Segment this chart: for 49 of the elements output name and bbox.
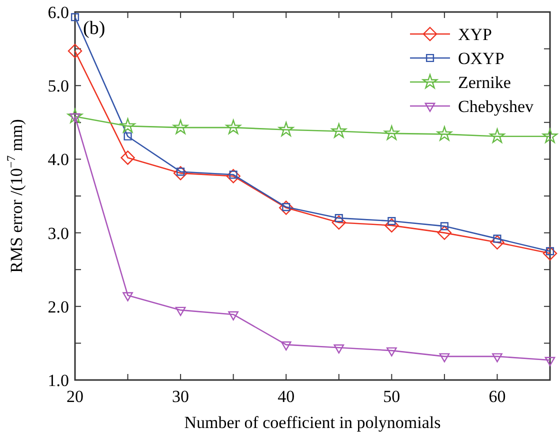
point <box>437 226 452 240</box>
point <box>386 347 397 356</box>
point <box>68 44 82 58</box>
point <box>67 108 83 124</box>
x-tick-label: 50 <box>383 387 400 406</box>
point <box>331 123 346 138</box>
point <box>542 128 558 143</box>
point <box>334 344 344 354</box>
y-tick-label: 1.0 <box>48 371 69 390</box>
x-tick-label: 40 <box>278 387 295 406</box>
point <box>120 118 136 133</box>
y-tick-label: 5.0 <box>48 76 69 96</box>
point <box>542 246 558 261</box>
point <box>544 356 556 366</box>
point <box>384 218 399 233</box>
x-tick-label: 60 <box>488 387 506 406</box>
annotation: (b) <box>83 18 106 39</box>
y-tick-label: 6.0 <box>48 3 69 22</box>
y-tick-label: 3.0 <box>48 224 69 243</box>
point <box>436 126 452 141</box>
point <box>124 132 132 140</box>
legend-label: XYP <box>458 25 492 44</box>
point <box>173 120 188 134</box>
legend-label: Zernike <box>458 73 511 92</box>
point <box>384 126 400 140</box>
x-tick-label: 20 <box>66 387 84 406</box>
point <box>173 166 188 180</box>
x-tick-label: 30 <box>172 387 190 406</box>
point <box>492 353 502 362</box>
x-axis-title: Number of coefficient in polynomials <box>184 413 441 432</box>
point <box>439 353 450 362</box>
legend-label: OXYP <box>458 49 504 68</box>
point <box>228 311 239 320</box>
point <box>490 235 504 250</box>
point <box>70 13 80 22</box>
point <box>175 306 186 316</box>
point <box>440 222 448 230</box>
y-tick-label: 4.0 <box>48 150 69 170</box>
point <box>226 169 240 184</box>
point <box>490 128 505 143</box>
legend-label: Chebyshev <box>458 97 534 116</box>
point <box>120 150 135 165</box>
point <box>280 341 292 351</box>
point <box>279 200 294 215</box>
point <box>278 122 294 136</box>
point <box>122 292 133 302</box>
y-tick-label: 2.0 <box>48 297 69 316</box>
point <box>332 215 346 230</box>
point <box>226 120 241 134</box>
